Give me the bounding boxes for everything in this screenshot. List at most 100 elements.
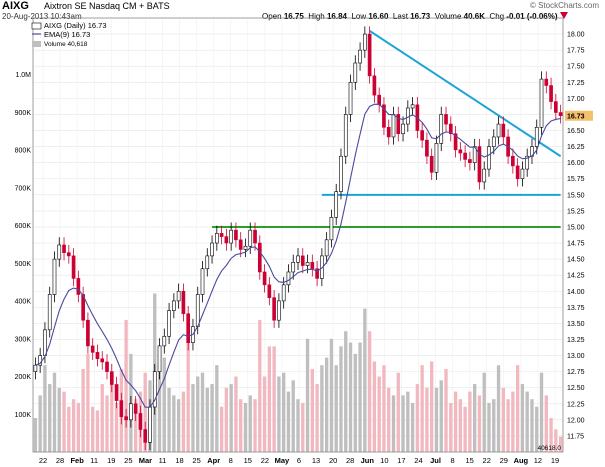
candle-body (133, 403, 138, 414)
x-tick-label: 13 (312, 456, 320, 465)
candle-body (444, 114, 448, 125)
x-tick-label: 25 (192, 456, 200, 465)
volume-tick-label: 200K (15, 374, 32, 381)
candle-body (215, 233, 219, 244)
plot-frame (32, 17, 564, 453)
last-label: Last (392, 12, 408, 21)
candle-body (47, 294, 52, 331)
y-tick-label: 15.25 (567, 208, 585, 215)
candle-body (205, 255, 210, 270)
volume-bar (324, 357, 329, 452)
volume-bar (348, 342, 353, 452)
y-tick-label: 13.25 (567, 337, 585, 344)
volume-tick-label: 300K (15, 336, 32, 343)
candle-body (300, 255, 305, 266)
trendline (369, 30, 562, 158)
candle-body (291, 262, 296, 273)
legend: AIXG (Daily) 16.73 EMA(9) 16.73 Volume 4… (31, 21, 107, 48)
volume-bar (558, 436, 563, 452)
volume-bar (272, 346, 276, 452)
volume-bar (515, 365, 520, 452)
candle-body (496, 123, 501, 138)
volume-bar (167, 387, 171, 452)
x-tick-label: 11 (90, 456, 98, 465)
volume-bar (81, 368, 85, 452)
volume-tick-label: 700K (15, 185, 32, 192)
candle-body (511, 155, 515, 167)
candle-body (386, 127, 391, 138)
candle-body (152, 371, 157, 408)
y-tick-label: 17.00 (567, 96, 585, 103)
candle-body (534, 127, 539, 147)
volume-bar (91, 406, 95, 452)
volume-tick-label: 900K (15, 110, 32, 117)
x-tick-label: Aug (514, 456, 529, 465)
x-tick-label: 29 (500, 456, 508, 465)
y-tick-label: 12.50 (567, 385, 585, 392)
y-tick-label: 17.25 (567, 80, 585, 87)
candle-body (257, 242, 262, 273)
candle-body (339, 155, 343, 192)
candle-body (482, 168, 487, 183)
volume-bar (215, 365, 219, 452)
y-tick-label: 16.50 (567, 128, 585, 135)
candle-body (238, 239, 243, 250)
volume-bar (353, 353, 357, 452)
volume-bar (315, 384, 319, 452)
volume-bar (406, 391, 410, 452)
candle-body (286, 271, 291, 286)
volume-bar (52, 372, 57, 452)
candle-body (167, 310, 171, 337)
volume-bar (124, 319, 128, 452)
y-tick-label: 13.50 (567, 321, 585, 328)
volume-bar (453, 391, 458, 452)
x-tick-label: 28 (346, 456, 354, 465)
candle-body (129, 403, 133, 421)
candle-body (172, 300, 176, 311)
volume-bar (492, 399, 496, 452)
candle-body (66, 252, 71, 257)
candle-body (95, 352, 100, 360)
last-volume-label: 40618.0 (538, 445, 562, 452)
volume-tick-label: 800K (15, 148, 32, 155)
volume-bar (525, 391, 529, 452)
last-value: 16.73 (410, 12, 431, 21)
y-tick-label: 13.00 (567, 353, 585, 360)
candle-body (520, 168, 525, 180)
volume-tick-label: 600K (15, 223, 32, 230)
candle-body (109, 371, 114, 385)
x-tick-label: Mar (139, 456, 152, 465)
volume-bar (530, 399, 534, 452)
volume-bar (172, 395, 176, 452)
candle-body (272, 297, 276, 321)
volume-bar (282, 372, 286, 452)
volume-bar (239, 399, 243, 452)
y-tick-label: 12.75 (567, 369, 585, 376)
legend-price: AIXG (Daily) 16.73 (44, 21, 107, 30)
volume-bar (372, 361, 377, 452)
volume-bar (439, 380, 443, 452)
volume-bar (487, 402, 491, 452)
volume-bar (43, 365, 47, 452)
volume-bar (48, 384, 52, 452)
candle-body (176, 290, 181, 302)
x-tick-label: 15 (465, 456, 473, 465)
candle-body (119, 400, 124, 417)
volume-bar (95, 410, 100, 452)
candle-body (348, 81, 353, 115)
candle-body (162, 335, 167, 347)
candle-body (515, 165, 520, 180)
candle-body (310, 262, 315, 270)
candle-body (391, 114, 396, 138)
volume-bar (358, 342, 362, 452)
volume-bar (181, 391, 186, 452)
volume-bar (110, 380, 114, 452)
candle-body (324, 239, 329, 257)
grid (33, 18, 563, 452)
legend-ema: EMA(9) 16.73 (44, 30, 90, 39)
x-tick-label: 12 (534, 456, 542, 465)
x-tick-label: 15 (244, 456, 252, 465)
candle-body (229, 229, 233, 244)
low-value: 16.60 (368, 12, 389, 21)
y-tick-label: 16.25 (567, 144, 585, 151)
